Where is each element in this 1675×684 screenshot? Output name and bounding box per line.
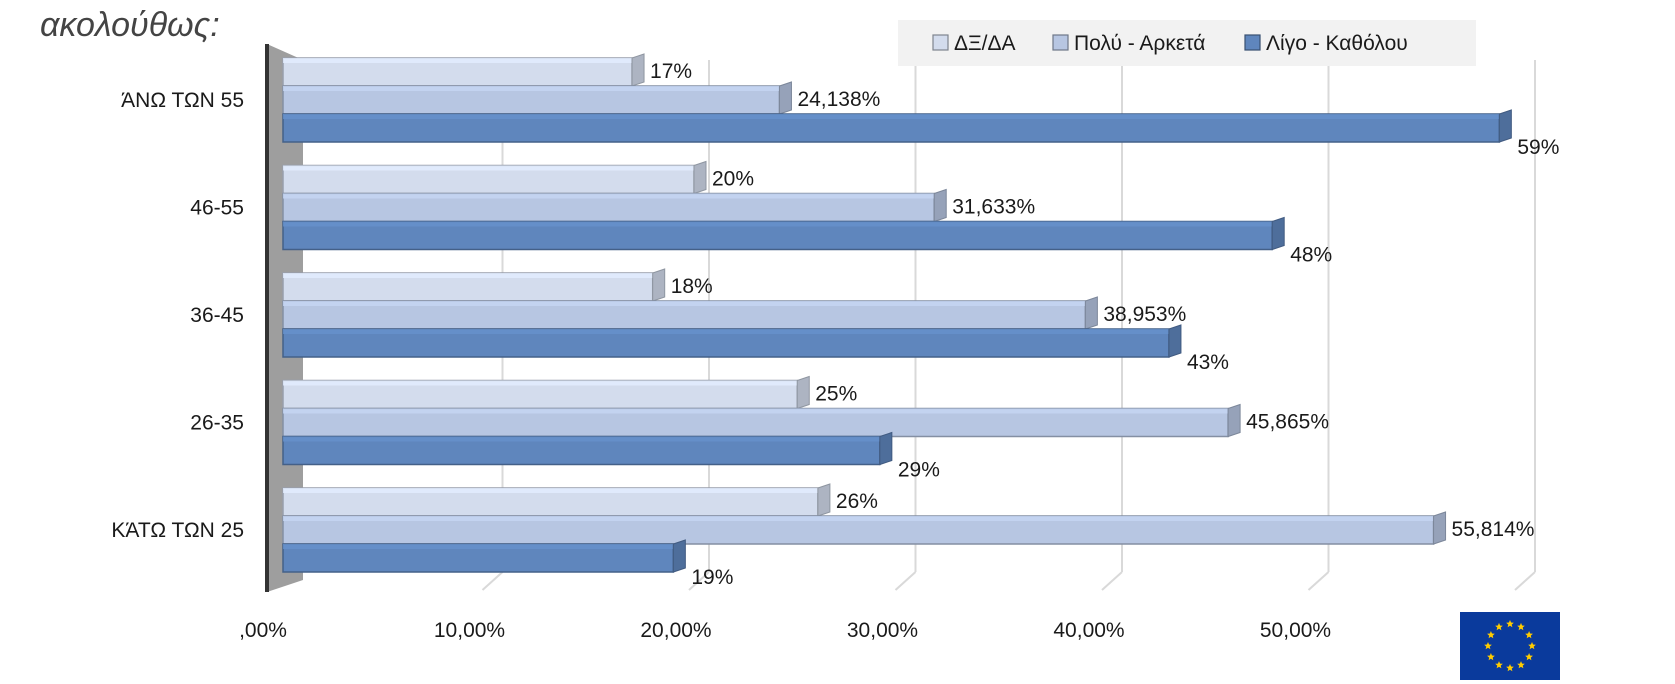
- bar-end-cap: [796, 375, 810, 410]
- data-label: 38,953%: [1103, 303, 1186, 326]
- category-label: ΆΝΩ ΤΩΝ 55: [121, 89, 244, 112]
- bar-highlight: [283, 301, 1086, 306]
- legend-swatch: [1052, 34, 1069, 51]
- data-label: 19%: [691, 566, 733, 589]
- bar-end-cap: [1498, 109, 1512, 143]
- data-label: 29%: [898, 459, 940, 482]
- bar-highlight: [283, 544, 674, 549]
- bar-end-cap: [879, 431, 893, 466]
- x-tick-label: 40,00%: [1053, 619, 1124, 642]
- category-label: 36-45: [190, 304, 244, 327]
- eu-star: [1487, 653, 1495, 661]
- eu-star: [1487, 631, 1495, 639]
- data-label: 17%: [650, 60, 692, 83]
- bar-highlight: [283, 193, 935, 199]
- bar-highlight: [283, 516, 1434, 521]
- data-label: 45,865%: [1246, 411, 1329, 434]
- legend: ΔΞ/ΔΑ Πολύ - Αρκετά Λίγο - Καθόλου: [898, 20, 1476, 66]
- data-label: 24,138%: [797, 88, 880, 111]
- legend-label: Πολύ - Αρκετά: [1074, 32, 1205, 55]
- gridline-floor: [1101, 571, 1123, 591]
- bar-highlight: [283, 273, 653, 278]
- bar-highlight: [283, 408, 1229, 414]
- data-label: 26%: [836, 490, 878, 513]
- bar-highlight: [283, 114, 1500, 119]
- bar-highlight: [283, 86, 780, 91]
- eu-star: [1484, 642, 1492, 650]
- eu-star: [1525, 653, 1533, 661]
- legend-box: [898, 20, 1476, 66]
- bar-end-cap: [778, 81, 792, 115]
- x-tick-label: 10,00%: [434, 619, 505, 642]
- bar-end-cap: [672, 539, 686, 573]
- eu-star: [1495, 622, 1503, 631]
- bar-end-cap: [1084, 296, 1098, 330]
- eu-star: [1517, 622, 1525, 631]
- bar-end-cap: [1227, 403, 1241, 438]
- eu-star: [1506, 620, 1514, 628]
- legend-label: ΔΞ/ΔΑ: [954, 32, 1016, 55]
- bar-highlight: [283, 436, 880, 442]
- category-label: 46-55: [190, 197, 244, 220]
- gridline-floor: [1514, 571, 1536, 591]
- eu-flag-icon: [1460, 612, 1560, 680]
- eu-star: [1528, 642, 1536, 650]
- x-tick-label: 50,00%: [1260, 619, 1331, 642]
- eu-star: [1517, 661, 1525, 669]
- data-label: 48%: [1290, 244, 1332, 267]
- data-label: 55,814%: [1452, 518, 1535, 541]
- legend-swatch: [1244, 34, 1261, 51]
- eu-star: [1506, 664, 1514, 672]
- legend-swatch: [932, 34, 949, 51]
- bar-end-cap: [631, 53, 645, 87]
- data-label: 31,633%: [952, 196, 1035, 219]
- bar-end-cap: [1433, 511, 1447, 545]
- legend-label: Λίγο - Καθόλου: [1266, 32, 1408, 55]
- bar-highlight: [283, 380, 798, 386]
- page-title-fragment: ακολούθως:: [40, 6, 220, 44]
- data-labels: ΆΝΩ ΤΩΝ 55 17% 24,138% 59% 46-55 20% 31,633% 48…: [111, 60, 1559, 589]
- bar-highlight: [283, 221, 1273, 227]
- bar-end-cap: [1168, 324, 1182, 358]
- x-tick-label: 20,00%: [640, 619, 711, 642]
- x-tick-label: ,00%: [239, 619, 287, 642]
- data-label: 20%: [712, 168, 754, 191]
- bars: [282, 53, 1512, 573]
- x-tick-label: 30,00%: [847, 619, 918, 642]
- data-label: 18%: [671, 275, 713, 298]
- data-label: 43%: [1187, 351, 1229, 374]
- gridline-floor: [1307, 571, 1330, 591]
- bar-end-cap: [1271, 216, 1285, 251]
- bar-end-cap: [652, 268, 666, 302]
- bar-highlight: [283, 488, 818, 493]
- gridline-floor: [894, 571, 917, 591]
- data-label: 25%: [815, 383, 857, 406]
- eu-star: [1495, 661, 1503, 669]
- bar-end-cap: [933, 188, 947, 223]
- bar-highlight: [283, 329, 1169, 334]
- bar-highlight: [283, 58, 633, 63]
- bar-highlight: [283, 165, 694, 171]
- eu-star: [1525, 631, 1533, 639]
- bar-end-cap: [817, 483, 831, 517]
- bar-end-cap: [693, 160, 707, 195]
- category-label: 26-35: [190, 412, 244, 435]
- gridline-floor: [688, 571, 710, 591]
- gridline-floor: [481, 571, 504, 591]
- category-label: ΚΆΤΩ ΤΩΝ 25: [111, 519, 244, 542]
- data-label: 59%: [1517, 136, 1559, 159]
